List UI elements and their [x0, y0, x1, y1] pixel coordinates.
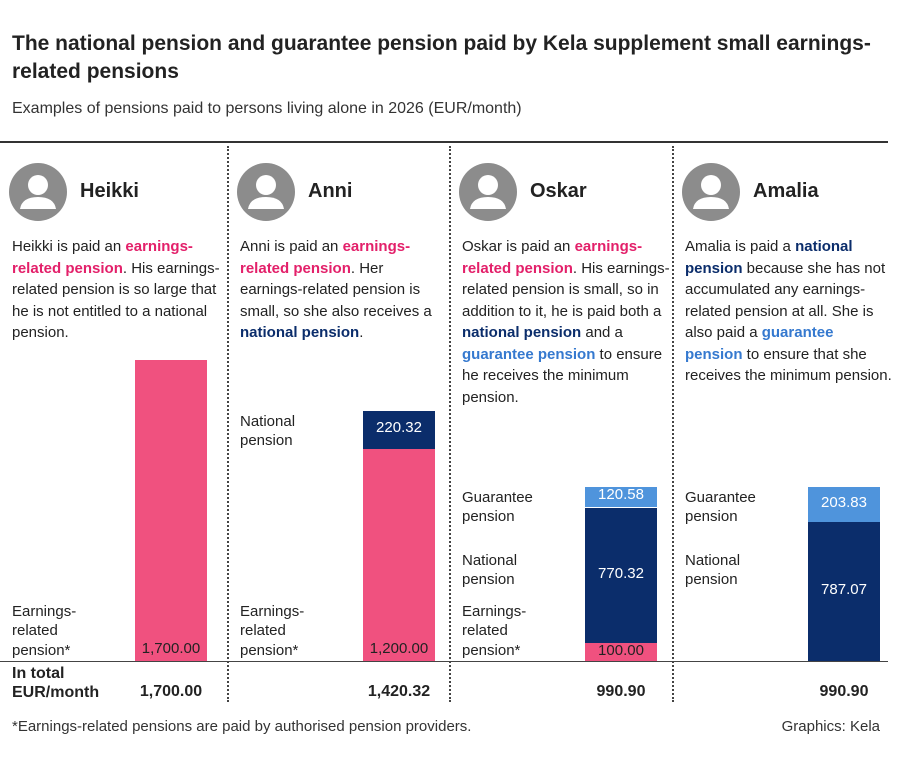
- source: Graphics: Kela: [781, 718, 880, 735]
- description-run: national pension: [462, 324, 582, 341]
- baseline: [0, 661, 888, 662]
- description-run: earnings-related pension: [12, 238, 193, 277]
- segment-label: Earnings-related pension*: [12, 602, 77, 659]
- total: 990.90: [819, 683, 869, 700]
- avatar: [9, 163, 67, 221]
- bar-segment: [808, 521, 880, 661]
- segment-label: Guarantee pension: [462, 488, 533, 526]
- description-run: . His earnings-related pension is so lar…: [12, 259, 220, 342]
- person-name: Oskar: [530, 180, 587, 202]
- description-run: to ensure that she receives the minimum …: [685, 345, 892, 385]
- segment-label: Earnings-related pension*: [240, 602, 305, 659]
- value-label: 120.58: [598, 486, 644, 504]
- bar-segment: [135, 360, 207, 661]
- segment-label: Earnings-related pension*: [462, 602, 527, 659]
- person-name: Heikki: [80, 180, 139, 202]
- description-run: .: [359, 324, 364, 341]
- description-run: guarantee pension: [462, 345, 596, 363]
- description-run: guarantee pension: [685, 324, 834, 363]
- segment-label: National pension: [240, 412, 296, 450]
- bar-segment: [585, 643, 657, 661]
- description-run: Anni is paid an: [240, 238, 343, 255]
- avatar: [237, 163, 295, 221]
- avatar: [682, 163, 740, 221]
- description-run: Oskar is paid an: [462, 238, 575, 255]
- value-label: 1,200.00: [369, 640, 429, 657]
- bar-segment: [585, 485, 657, 507]
- description-run: . His earnings-related pension is small,…: [462, 259, 670, 320]
- header-rule: [0, 141, 888, 143]
- description-run: national pension: [685, 238, 853, 277]
- description-run: national pension: [240, 324, 360, 341]
- segment-label: National pension: [462, 551, 518, 589]
- description-run: Amalia is paid a: [685, 238, 796, 255]
- description-run: . Her earnings-related pension is small,…: [240, 259, 432, 320]
- divider: [449, 146, 451, 702]
- value-label: 220.32: [376, 419, 422, 437]
- person-name: Amalia: [753, 180, 819, 202]
- person-name: Anni: [308, 180, 353, 202]
- total-caption: In total EUR/month: [12, 665, 100, 701]
- segment-label: National pension: [685, 551, 741, 589]
- bar-segment: [808, 485, 880, 522]
- description-run: earnings-related pension: [240, 238, 411, 277]
- divider: [672, 146, 674, 702]
- segment-label: Guarantee pension: [685, 488, 756, 526]
- value-label: 787.07: [821, 581, 867, 599]
- description-run: earnings-related pension: [462, 238, 643, 277]
- bar-segment: [363, 448, 435, 661]
- value-label: 203.83: [821, 493, 867, 511]
- value-label: 100.00: [598, 642, 644, 660]
- description: Heikki is paid an earnings-related pensi…: [12, 236, 220, 344]
- description: Anni is paid an earnings-related pension…: [240, 236, 448, 344]
- description: Amalia is paid a national pension becaus…: [685, 236, 893, 387]
- avatar: [459, 163, 517, 221]
- footnote: *Earnings-related pensions are paid by a…: [12, 718, 472, 735]
- value-label: 770.32: [598, 565, 644, 583]
- description-run: Heikki is paid an: [12, 238, 126, 255]
- description-run: to ensure he receives the minimum pensio…: [462, 345, 663, 406]
- description: Oskar is paid an earnings-related pensio…: [462, 236, 670, 408]
- bar-segment: [363, 409, 435, 449]
- subtitle: Examples of pensions paid to persons liv…: [12, 100, 522, 117]
- description-run: because she has not accumulated any earn…: [685, 259, 886, 342]
- value-label: 1,700.00: [141, 640, 201, 657]
- total: 990.90: [596, 683, 646, 700]
- divider: [227, 146, 229, 702]
- description-run: and a: [581, 324, 623, 341]
- total: 1,420.32: [367, 683, 431, 700]
- total: 1,700.00: [139, 683, 203, 700]
- title: The national pension and guarantee pensi…: [12, 32, 871, 83]
- bar-segment: [585, 506, 657, 644]
